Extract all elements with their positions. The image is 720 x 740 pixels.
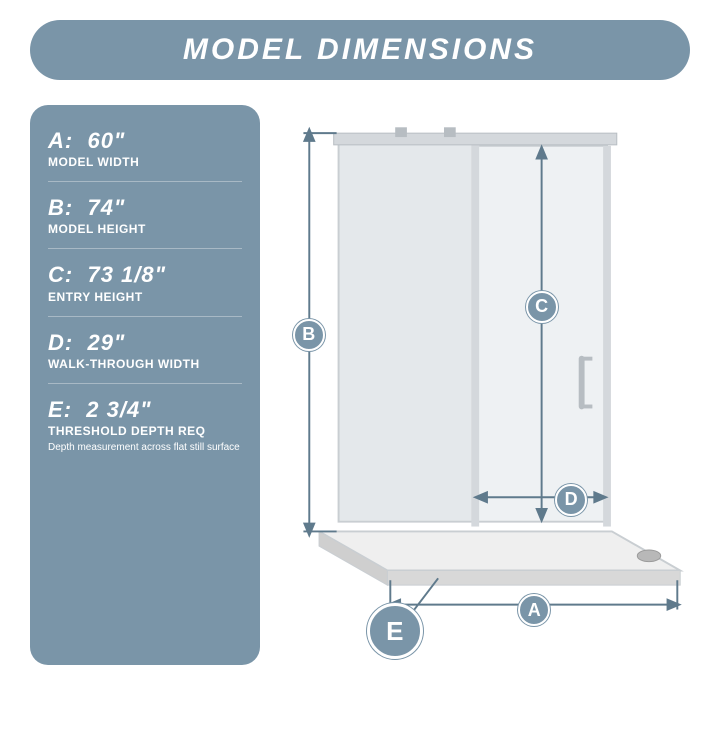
- spec-letter: D: [48, 330, 65, 355]
- spec-key: E: 2 3/4": [48, 398, 242, 422]
- spec-key: C: 73 1/8": [48, 263, 242, 287]
- badge-b: B: [293, 319, 325, 351]
- glass-panel-left: [339, 141, 476, 522]
- content-row: A: 60" MODEL WIDTH B: 74" MODEL HEIGHT C…: [0, 80, 720, 665]
- spec-key: A: 60": [48, 129, 242, 153]
- bracket-icon: [444, 127, 456, 137]
- door-frame-right: [603, 146, 611, 527]
- spec-row-e: E: 2 3/4" THRESHOLD DEPTH REQ Depth meas…: [48, 384, 242, 466]
- spec-label: MODEL WIDTH: [48, 155, 242, 169]
- spec-key: B: 74": [48, 196, 242, 220]
- door-handle-icon: [579, 356, 585, 410]
- spec-value: 73 1/8": [87, 262, 166, 287]
- spec-panel: A: 60" MODEL WIDTH B: 74" MODEL HEIGHT C…: [30, 105, 260, 665]
- bracket-icon: [395, 127, 407, 137]
- diagram-svg: [280, 105, 690, 665]
- spec-letter: B: [48, 195, 65, 220]
- header-banner: MODEL DIMENSIONS: [30, 20, 690, 80]
- shower-base-front: [387, 570, 680, 585]
- spec-row-c: C: 73 1/8" ENTRY HEIGHT: [48, 249, 242, 316]
- spec-value: 74": [87, 195, 125, 220]
- spec-label: ENTRY HEIGHT: [48, 290, 242, 304]
- door-frame: [471, 141, 479, 527]
- spec-label: WALK-THROUGH WIDTH: [48, 357, 242, 371]
- badge-e: E: [367, 603, 423, 659]
- spec-label: THRESHOLD DEPTH REQ: [48, 424, 242, 438]
- spec-letter: C: [48, 262, 65, 287]
- drain-icon: [637, 550, 660, 562]
- spec-row-d: D: 29" WALK-THROUGH WIDTH: [48, 317, 242, 384]
- badge-d: D: [555, 484, 587, 516]
- spec-row-a: A: 60" MODEL WIDTH: [48, 115, 242, 182]
- spec-note: Depth measurement across flat still surf…: [48, 442, 242, 454]
- spec-value: 29": [87, 330, 125, 355]
- spec-letter: A: [48, 128, 65, 153]
- spec-value: 60": [87, 128, 125, 153]
- spec-value: 2 3/4": [86, 397, 151, 422]
- spec-row-b: B: 74" MODEL HEIGHT: [48, 182, 242, 249]
- spec-key: D: 29": [48, 331, 242, 355]
- badge-a: A: [518, 594, 550, 626]
- diagram: B C D A E: [280, 105, 690, 665]
- header-title: MODEL DIMENSIONS: [183, 33, 537, 67]
- badge-c: C: [526, 291, 558, 323]
- spec-letter: E: [48, 397, 64, 422]
- top-rail: [334, 133, 617, 145]
- spec-label: MODEL HEIGHT: [48, 222, 242, 236]
